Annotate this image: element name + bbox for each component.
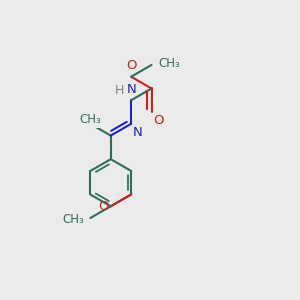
Text: CH₃: CH₃ xyxy=(80,113,101,126)
Text: CH₃: CH₃ xyxy=(62,213,84,226)
Text: O: O xyxy=(153,114,164,127)
Text: O: O xyxy=(99,200,109,213)
Text: O: O xyxy=(126,59,136,72)
Text: H: H xyxy=(115,84,124,97)
Text: N: N xyxy=(132,126,142,140)
Text: CH₃: CH₃ xyxy=(159,57,181,70)
Text: N: N xyxy=(126,83,136,96)
